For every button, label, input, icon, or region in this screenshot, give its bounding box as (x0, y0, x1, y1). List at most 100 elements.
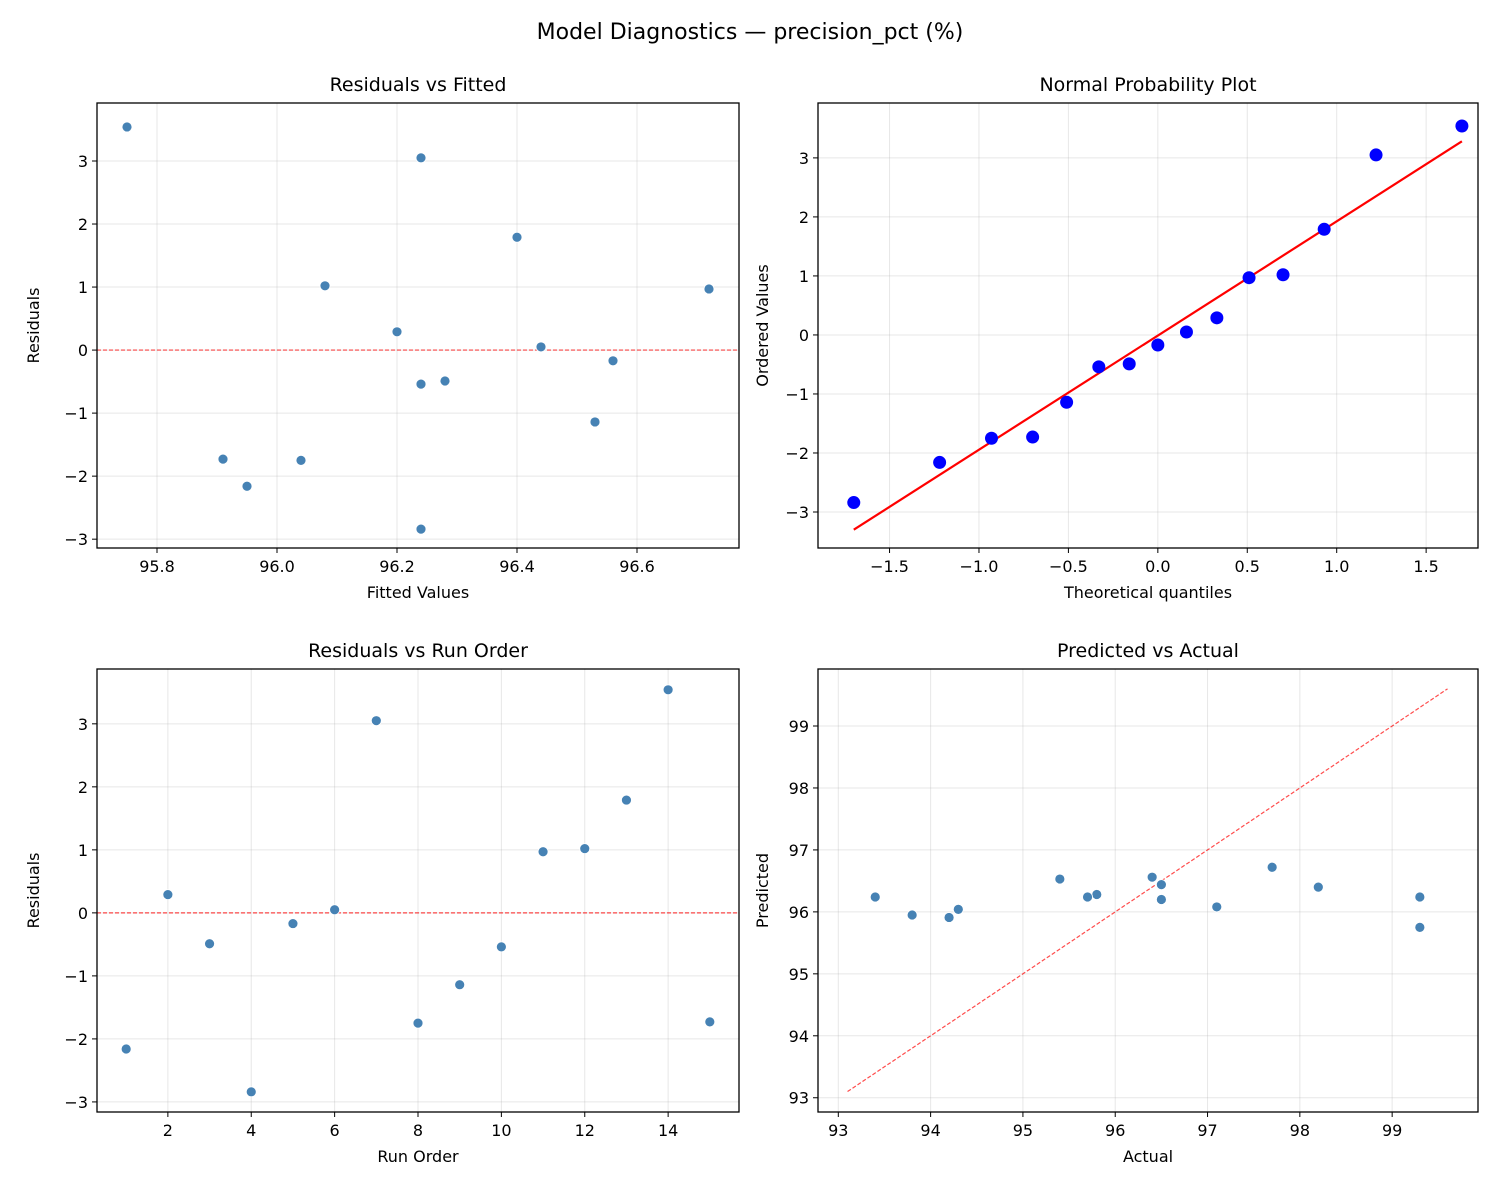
y-tick-label: −2 (64, 1030, 88, 1049)
data-point (1146, 871, 1158, 883)
data-point (1091, 889, 1103, 900)
y-tick-label: 96 (789, 903, 809, 922)
x-axis-label: Theoretical quantiles (1063, 583, 1232, 602)
y-tick-label: 0 (78, 904, 88, 923)
x-tick-label: 8 (413, 1121, 423, 1140)
x-tick-label: 95.8 (139, 557, 175, 576)
data-point (439, 375, 451, 387)
y-axis-label: Residuals (24, 853, 43, 929)
y-tick-label: 1 (78, 278, 88, 297)
x-tick-label: 2 (163, 1121, 173, 1140)
y-tick-label: 3 (78, 715, 88, 734)
subplot-title: Predicted vs Actual (1057, 640, 1239, 662)
data-point (537, 846, 549, 858)
data-point (1414, 891, 1426, 903)
y-tick-label: −3 (64, 530, 88, 549)
y-axis-label: Predicted (753, 853, 772, 928)
y-tick-label: 1 (799, 267, 809, 286)
data-point (662, 684, 674, 696)
axes-frame (817, 668, 1479, 1113)
data-point (589, 416, 601, 428)
data-point (1151, 338, 1165, 352)
x-tick-label: 14 (658, 1121, 678, 1140)
x-axis-label: Fitted Values (367, 583, 469, 602)
x-tick-label: 0.5 (1235, 557, 1260, 576)
data-point (412, 1017, 424, 1029)
data-point (217, 453, 229, 465)
data-point (1092, 360, 1106, 374)
subplot-title: Normal Probability Plot (1039, 74, 1256, 96)
data-point (984, 431, 998, 445)
data-point (704, 1016, 716, 1028)
data-point (933, 455, 947, 469)
y-tick-label: −2 (785, 444, 809, 463)
x-tick-label: 96.6 (619, 557, 655, 576)
x-tick-label: 4 (246, 1121, 256, 1140)
data-point (1266, 861, 1278, 873)
data-point (1060, 395, 1074, 409)
data-point (1155, 894, 1167, 905)
y-tick-label: 98 (789, 779, 809, 798)
y-tick-label: 2 (78, 778, 88, 797)
x-tick-label: 99 (1382, 1121, 1402, 1140)
data-point (415, 523, 427, 535)
y-tick-label: 3 (78, 152, 88, 171)
data-point (1210, 311, 1224, 325)
data-point (495, 941, 507, 953)
y-tick-label: 2 (799, 208, 809, 227)
data-point (329, 904, 341, 916)
data-point (454, 979, 466, 991)
reference-line (847, 688, 1448, 1093)
data-point (415, 378, 427, 390)
data-point (204, 938, 215, 950)
x-tick-label: 96.4 (499, 557, 535, 576)
x-tick-label: 96 (1105, 1121, 1125, 1140)
data-point (120, 1043, 132, 1055)
data-point (1155, 879, 1167, 891)
data-point (415, 152, 427, 164)
y-tick-label: 0 (78, 341, 88, 360)
x-tick-label: 0.0 (1145, 557, 1170, 576)
x-tick-label: 12 (575, 1121, 595, 1140)
x-tick-label: −0.5 (1049, 557, 1088, 576)
y-tick-label: −2 (64, 467, 88, 486)
data-point (1276, 268, 1290, 282)
data-point (847, 496, 861, 510)
x-tick-label: 95 (1013, 1121, 1033, 1140)
data-point (287, 918, 299, 929)
data-point (943, 912, 955, 923)
subplot-2: −1.5 −1.0 −0.5 0.0 0.5 1.0 1.5 −3 −2 −1 0 1 2 3 Normal… (753, 74, 1479, 602)
data-point (535, 341, 547, 353)
reference-line (853, 140, 1463, 531)
y-tick-label: 1 (78, 841, 88, 860)
data-point (952, 903, 964, 915)
x-tick-label: 10 (491, 1121, 511, 1140)
y-tick-label: 0 (799, 326, 809, 345)
x-tick-label: 1.5 (1413, 557, 1438, 576)
data-point (1122, 357, 1136, 371)
x-tick-label: −1.5 (870, 557, 909, 576)
x-tick-label: 6 (330, 1121, 340, 1140)
data-point (1369, 148, 1383, 162)
y-tick-label: 2 (78, 215, 88, 234)
axes-frame (96, 668, 740, 1113)
data-point (869, 891, 881, 903)
x-tick-label: 98 (1290, 1121, 1310, 1140)
data-point (245, 1086, 257, 1098)
x-axis-label: Run Order (377, 1147, 459, 1166)
data-point (1242, 271, 1256, 285)
x-tick-label: 97 (1197, 1121, 1217, 1140)
subplot-4: 93 94 95 96 97 98 99 93 94 95 96 97 98 99 Predicted vs… (753, 640, 1479, 1166)
y-tick-label: 93 (789, 1089, 809, 1108)
data-point (1026, 430, 1040, 444)
data-point (1317, 222, 1331, 236)
subplot-title: Residuals vs Run Order (308, 640, 528, 662)
y-tick-label: −3 (64, 1093, 88, 1112)
data-point (1054, 873, 1066, 885)
data-point (319, 280, 331, 292)
data-point (370, 715, 382, 727)
subplot-title: Residuals vs Fitted (330, 74, 507, 96)
subplot-1: 95.8 96.0 96.2 96.4 96.6 −3 −2 −1 0 1 2 3 Residuals … (24, 74, 740, 602)
data-point (162, 889, 174, 900)
